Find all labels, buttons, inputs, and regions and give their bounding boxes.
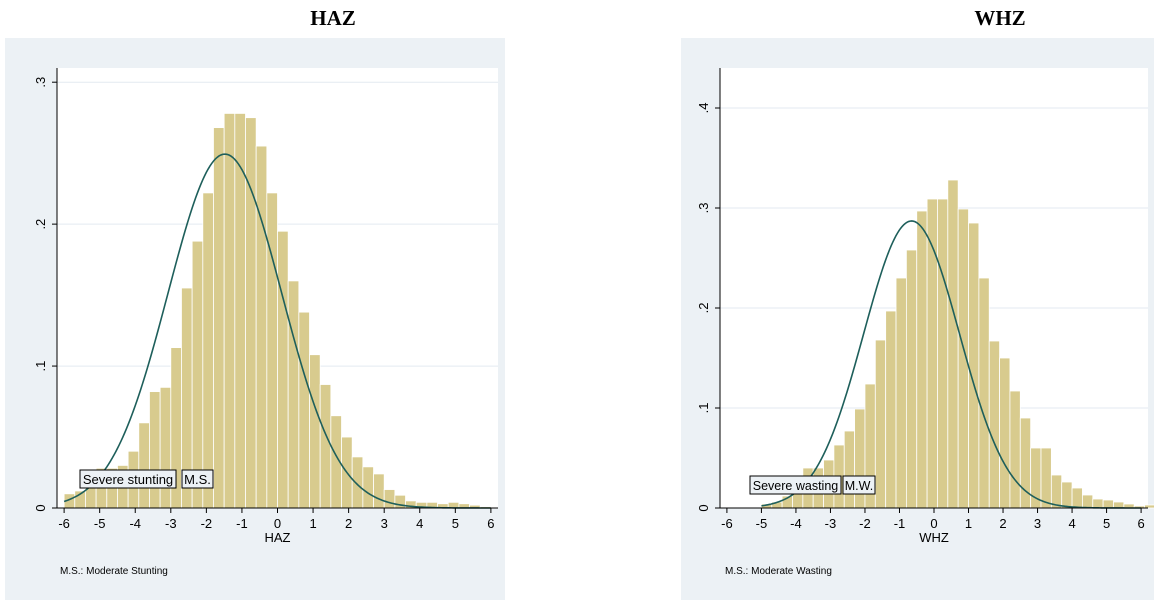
histogram-bar [1113, 501, 1125, 509]
histogram-bar [1144, 504, 1154, 509]
histogram-bar [287, 280, 300, 509]
chart-title-whz: WHZ [974, 6, 1026, 30]
chart-title-haz: HAZ [310, 6, 356, 30]
x-tick-label: 1 [309, 516, 316, 531]
x-tick-label: 6 [487, 516, 494, 531]
x-tick-label: 3 [381, 516, 388, 531]
y-tick-label: .2 [33, 219, 48, 230]
histogram-bar [277, 230, 289, 509]
histogram-bar [843, 430, 856, 509]
x-tick-label: -3 [825, 516, 837, 531]
histogram-bar [937, 198, 949, 509]
whz-histogram-chart: 0 .1 .2 .3 .4 -6 -5 -4 -3 -2 -1 0 1 2 3 4 5 6 WHZ Severe wa… [681, 38, 1154, 600]
histogram-bar [266, 192, 278, 509]
histogram-bar [1050, 474, 1063, 509]
histogram-bar [138, 422, 150, 509]
annotation-box [749, 475, 842, 495]
histogram-bar [1040, 447, 1052, 509]
histogram-bar [947, 179, 959, 509]
histogram-bar [968, 222, 980, 509]
histogram-bar [1092, 498, 1104, 509]
annotation-label: M.S. [184, 472, 211, 487]
histogram-bar [255, 145, 268, 509]
histogram-bar [319, 384, 332, 509]
histogram-bar [149, 391, 161, 509]
x-tick-label: -2 [859, 516, 871, 531]
y-tick-label: .3 [696, 203, 711, 214]
x-tick-label: -3 [165, 516, 177, 531]
histogram-bar [309, 354, 321, 509]
histogram-bar [245, 117, 257, 509]
x-tick-label: 2 [345, 516, 352, 531]
x-tick-label: 5 [452, 516, 459, 531]
histogram-bar [383, 489, 396, 509]
histogram-bar [373, 473, 385, 509]
x-tick-label: 5 [1103, 516, 1110, 531]
x-tick-label: -4 [790, 516, 802, 531]
histogram-bar [213, 127, 225, 509]
histogram-bar [895, 277, 907, 509]
histogram-bar [1009, 390, 1021, 509]
histogram-bar [874, 339, 887, 509]
x-tick-label: 1 [965, 516, 972, 531]
histogram-bar [1071, 487, 1083, 509]
x-tick-label: -1 [894, 516, 906, 531]
x-tick-label: 4 [416, 516, 423, 531]
y-tick-label: .2 [696, 303, 711, 314]
normal-density-curve [761, 220, 1142, 509]
x-tick-label: 6 [1137, 516, 1144, 531]
histogram-bar [351, 456, 364, 509]
x-tick-label: 2 [999, 516, 1006, 531]
chart-note: M.S.: Moderate Stunting [60, 566, 168, 577]
y-tick-label: 0 [33, 504, 48, 511]
x-tick-label: -6 [721, 516, 733, 531]
x-tick-label: -2 [201, 516, 213, 531]
histogram-bar [905, 249, 918, 509]
haz-histogram-chart: 0 .1 .2 .3 -6 -5 -4 -3 -2 -1 0 1 2 3 4 5 6 HAZ Severe stun… [5, 38, 505, 600]
histogram-bar [978, 277, 990, 509]
x-tick-label: 4 [1068, 516, 1075, 531]
x-tick-label: -1 [236, 516, 248, 531]
annotation-box [842, 475, 876, 495]
annotation-label: Severe stunting [83, 472, 173, 487]
y-tick-label: .4 [696, 103, 711, 114]
x-tick-label: 0 [274, 516, 281, 531]
x-tick-label: -4 [129, 516, 141, 531]
x-axis-title: HAZ [265, 530, 291, 545]
x-tick-label: -6 [58, 516, 70, 531]
annotation-box [79, 469, 177, 489]
histogram-bar [298, 311, 310, 509]
chart-note: M.S.: Moderate Wasting [725, 566, 832, 577]
histogram-bar [1082, 494, 1094, 509]
histogram-bar [191, 240, 204, 509]
x-tick-label: 0 [930, 516, 937, 531]
x-tick-label: -5 [756, 516, 768, 531]
histogram-bar [999, 357, 1011, 509]
annotation-label: M.W. [845, 479, 873, 493]
histogram-bar [159, 386, 172, 509]
annotation-box [181, 469, 214, 489]
annotation-label: Severe wasting [753, 479, 839, 493]
x-axis-title: WHZ [919, 530, 949, 545]
histogram-bar [362, 466, 374, 509]
histogram-bar [988, 340, 1000, 509]
histogram-bar [223, 113, 236, 509]
histogram-bar [202, 192, 214, 509]
normal-density-curve [63, 153, 491, 509]
y-tick-label: 0 [696, 504, 711, 511]
y-tick-label: .1 [696, 403, 711, 414]
y-tick-label: .1 [33, 361, 48, 372]
histogram-bar [1102, 499, 1114, 509]
y-tick-label: .3 [33, 77, 48, 88]
histogram-bar [916, 210, 928, 509]
x-tick-label: 3 [1034, 516, 1041, 531]
x-tick-label: -5 [94, 516, 106, 531]
histogram-bar [1061, 481, 1073, 509]
histogram-bar [885, 310, 897, 509]
